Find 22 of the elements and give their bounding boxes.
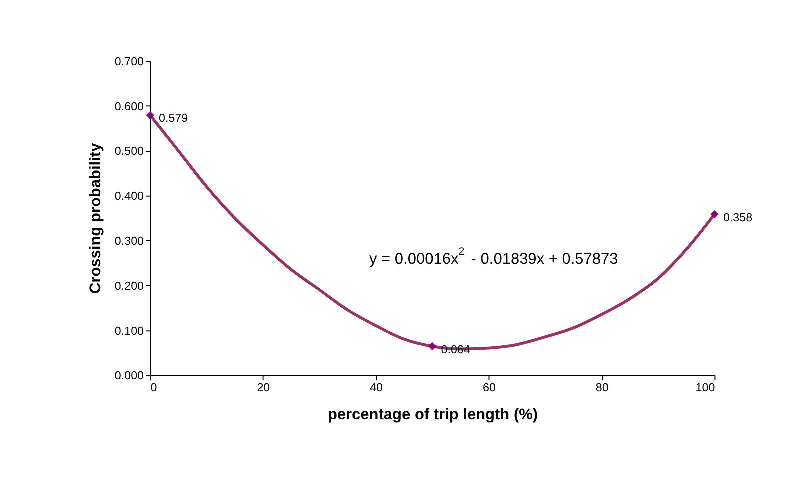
data-label: 0.358 <box>723 211 753 224</box>
y-tick-label: 0.400 <box>114 190 145 204</box>
data-label: 0.064 <box>441 343 471 356</box>
point <box>146 111 154 120</box>
point <box>710 210 719 219</box>
data-label: 0.579 <box>159 112 188 126</box>
y-tick-label: 0.300 <box>114 234 145 248</box>
y-tick-label: 0.700 <box>114 55 145 68</box>
x-tick-label: 80 <box>596 381 610 394</box>
x-tick-label: 20 <box>257 381 271 394</box>
x-tick-label: 0 <box>150 381 158 394</box>
y-tick-label: 0.600 <box>114 100 145 114</box>
y-tick-label: 0.100 <box>114 324 145 338</box>
y-tick-label: 0.000 <box>114 370 145 383</box>
x-axis-title: percentage of trip length (%) <box>328 406 538 424</box>
y-axis-title: Crossing probability <box>87 142 104 294</box>
x-tick-label: 40 <box>370 381 384 394</box>
x-tick-label: 60 <box>482 381 496 394</box>
x-tick-label: 100 <box>696 381 716 394</box>
y-tick-label: 0.500 <box>114 145 145 158</box>
point <box>428 342 437 351</box>
y-tick-label: 0.200 <box>114 280 145 293</box>
